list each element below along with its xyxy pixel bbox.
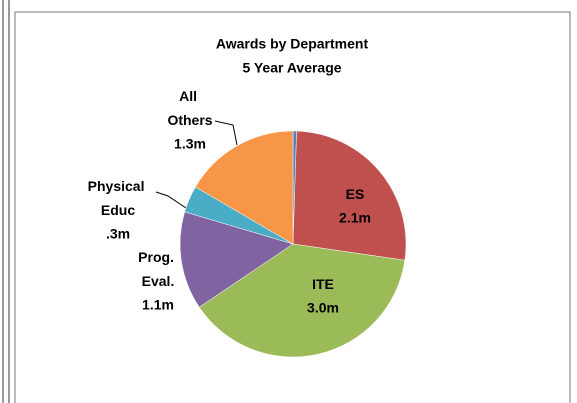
pie-slice bbox=[198, 243, 406, 358]
leader-line bbox=[214, 120, 238, 146]
value-label: 1.1m bbox=[142, 297, 174, 313]
leader-line bbox=[155, 191, 187, 209]
value-label: 3.0m bbox=[307, 300, 339, 316]
slice-label: ES bbox=[346, 186, 365, 202]
slice-label: Prog. Eval. bbox=[138, 249, 178, 289]
chart-subtitle: 5 Year Average bbox=[242, 60, 341, 76]
pie-slice bbox=[292, 130, 407, 261]
value-label: 2.1m bbox=[339, 210, 371, 226]
slice-label: All Others bbox=[167, 88, 212, 128]
pie-slice bbox=[195, 130, 294, 245]
value-label: .3m bbox=[106, 226, 130, 242]
chart-title: Awards by Department bbox=[216, 36, 369, 52]
value-label: 1.3m bbox=[174, 136, 206, 152]
slice-label: ITE bbox=[312, 276, 334, 292]
slice-label: Physical Educ bbox=[88, 178, 149, 218]
